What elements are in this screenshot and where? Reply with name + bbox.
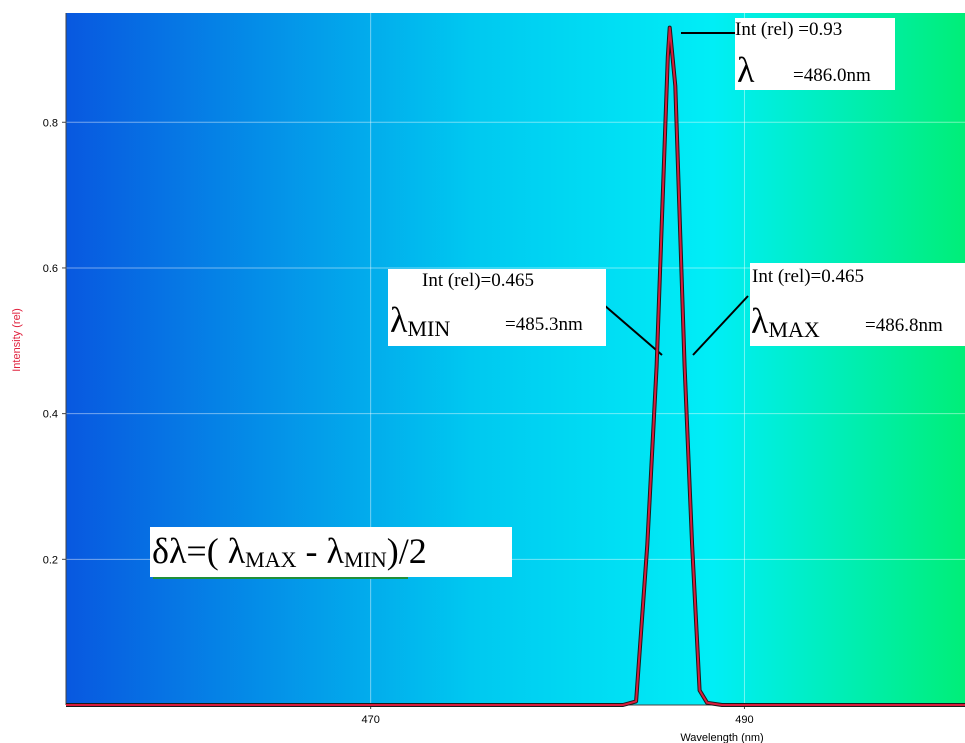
min-lambda-sub: MIN [407, 316, 451, 341]
y-tick-label: 0.6 [43, 263, 58, 275]
grid-lines [66, 13, 965, 705]
plot-background [66, 13, 965, 705]
min-int-label: Int (rel)=0.465 [422, 270, 535, 291]
max-lambda: λ [751, 301, 769, 341]
max-int-label: Int (rel)=0.465 [752, 266, 865, 287]
formula-prefix: δλ=( λ [152, 531, 246, 571]
formula-sub-max: MAX [245, 547, 297, 572]
y-tick-label: 0.4 [43, 409, 58, 421]
y-tick-label: 0.2 [43, 554, 58, 566]
peak-annotation: Int (rel) =0.93 λ =486.0nm [735, 18, 895, 90]
peak-int-label: Int (rel) =0.93 [735, 19, 843, 40]
formula-underline [153, 577, 408, 579]
series-line [66, 26, 965, 706]
x-tick-label: 490 [735, 714, 753, 726]
y-axis-label: Intensity (rel) [11, 308, 23, 372]
formula-mid: - λ [296, 531, 344, 571]
max-lambda-value: =486.8nm [865, 315, 943, 336]
max-annotation: Int (rel)=0.465 λMAX =486.8nm [750, 263, 965, 346]
x-axis-label: Wavelength (nm) [680, 732, 763, 743]
peak-lambda: λ [737, 50, 755, 90]
min-lambda: λ [390, 300, 408, 340]
formula-sub-min: MIN [343, 547, 387, 572]
min-leader-line [603, 304, 663, 356]
y-tick-label: 0.8 [43, 117, 58, 129]
min-lambda-value: =485.3nm [505, 314, 583, 335]
min-annotation: Int (rel)=0.465 λMIN =485.3nm [388, 269, 606, 346]
x-axis: 470 490 [361, 705, 754, 726]
max-leader-line [692, 295, 749, 356]
peak-lambda-value: =486.0nm [793, 65, 871, 86]
annotation-leader-lines [603, 32, 749, 356]
y-axis: 0.2 0.4 0.6 0.8 [43, 117, 66, 566]
formula-annotation: δλ=( λMAX - λMIN)/2 [150, 527, 512, 577]
x-tick-label: 470 [361, 714, 379, 726]
formula-suffix: )/2 [386, 531, 427, 571]
max-lambda-sub: MAX [768, 317, 820, 342]
